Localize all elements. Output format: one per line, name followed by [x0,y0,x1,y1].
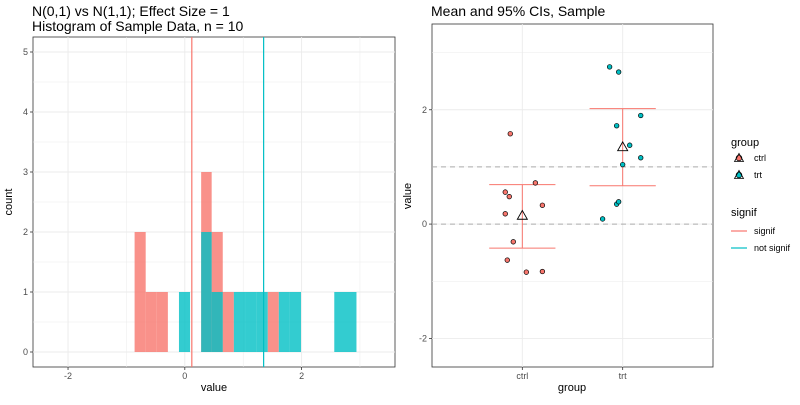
means-jitter-points [502,64,644,275]
legend-group-triangle-ctrl [733,152,745,162]
means-point-ctrl [507,131,513,137]
means-point-ctrl [532,180,539,186]
legend-signif-title: signif [731,207,758,219]
means-mean-markers [516,141,629,220]
legend-group-title: group [731,137,759,149]
histogram-bars [134,172,357,352]
means-point-trt [627,142,633,148]
means-point-trt [638,112,644,119]
means-reference-lines [432,166,713,225]
histogram-y-tick-label: 5 [23,47,28,57]
histogram-title-line-2: Histogram of Sample Data, n = 10 [32,18,243,34]
means-x-tick-label: ctrl [516,371,528,381]
histogram-bar-trt [334,292,357,352]
means-point-ctrl [504,257,510,263]
means-point-ctrl [539,268,546,275]
histogram-y-tick-label: 4 [23,107,28,117]
histogram-y-tick-label: 3 [23,167,28,177]
means-x-tick-label: trt [619,371,627,381]
means-mean-triangle-trt [616,141,629,152]
legend-group-items: ctrl trt [733,152,766,180]
means-y-axis-title: value [402,183,414,209]
histogram-bar-ctrl [134,232,146,352]
histogram-x-tick-label: 2 [299,371,304,381]
means-title: Mean and 95% CIs, Sample [431,3,606,19]
histogram-bar-trt [289,292,301,352]
histogram-bar-trt [245,292,257,352]
means-panel: Mean and 95% CIs, Sample ctrl trt -2 0 2 gro… [402,3,714,394]
histogram-bar-trt [256,292,268,352]
means-x-axis-title: group [558,382,586,394]
legend-signif-label-2: not signif [754,243,791,253]
histogram-bar-ctrl [222,292,234,352]
histogram-y-tick-label: 1 [23,287,28,297]
histogram-bar-trt [233,292,246,352]
means-point-trt [638,155,644,161]
means-error-bars [489,108,656,249]
histogram-x-tick-label: 0 [182,371,187,381]
histogram-bar-trt [278,292,290,352]
histogram-title-line-1: N(0,1) vs N(1,1); Effect Size = 1 [32,3,230,19]
legend-group-triangle-trt [733,169,745,179]
means-point-ctrl [502,211,508,217]
histogram-y-axis-title: count [3,189,15,216]
means-point-trt [616,199,622,205]
means-point-trt [606,64,613,70]
histogram-bar-ctrl [267,292,279,352]
means-point-ctrl [523,269,529,275]
histogram-mean-lines [191,37,265,367]
means-point-ctrl [502,189,508,195]
histogram-y-tick-label: 0 [23,347,28,357]
means-point-trt [614,123,620,129]
means-point-ctrl [506,193,512,200]
means-y-tick-label: -2 [419,333,427,343]
histogram-x-tick-label: -2 [64,371,72,381]
histogram-panel: N(0,1) vs N(1,1); Effect Size = 1 Histog… [3,3,396,394]
means-plot-border [431,23,714,368]
histogram-bar-trt [178,292,191,352]
histogram-y-tick-label: 2 [23,227,28,237]
legend-group-point-trt [735,171,743,179]
means-point-trt [620,161,626,168]
means-y-tick-label: 0 [422,219,427,229]
legend-group-point-ctrl [735,154,743,162]
means-mean-triangle-ctrl [516,209,529,220]
means-point-trt [616,69,622,75]
histogram-bar-ctrl [156,292,168,352]
means-ticks: ctrl trt -2 0 2 [419,105,627,381]
means-point-ctrl [510,239,516,245]
legend-group-label-trt: trt [754,170,762,180]
histogram-ticks: -2 0 2 0 1 2 3 4 5 [23,47,304,381]
legend-signif-label-1: signif [754,226,776,236]
histogram-bar-trt [211,292,223,352]
means-y-tick-label: 2 [422,105,427,115]
histogram-bar-trt [201,232,212,352]
histogram-bar-ctrl [145,292,157,352]
means-point-ctrl [539,202,546,208]
legend-signif-items: signif not signif [731,226,791,253]
legend: group ctrl trt signif signif not signif [731,137,791,253]
histogram-x-axis-title: value [201,382,227,394]
means-point-trt [599,216,606,222]
legend-group-label-ctrl: ctrl [754,153,766,163]
